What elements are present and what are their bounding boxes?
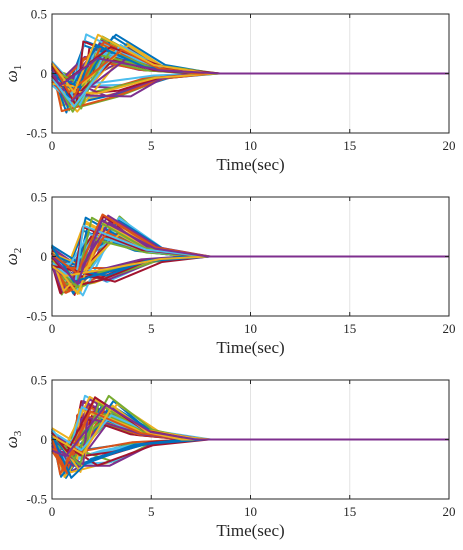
x-axis-label: Time(sec) bbox=[216, 338, 284, 357]
x-tick-label: 0 bbox=[49, 138, 56, 153]
series-line bbox=[51, 219, 449, 285]
x-tick-label: 0 bbox=[49, 321, 56, 336]
y-tick-label: -0.5 bbox=[26, 309, 47, 324]
y-tick-label: 0 bbox=[41, 66, 48, 81]
y-tick-label: 0.5 bbox=[31, 7, 47, 22]
y-axis-label: ω2 bbox=[2, 248, 24, 266]
x-tick-label: 5 bbox=[148, 138, 155, 153]
x-tick-label: 20 bbox=[443, 504, 456, 519]
x-tick-label: 5 bbox=[148, 321, 155, 336]
x-axis-label: Time(sec) bbox=[216, 521, 284, 540]
y-tick-label: 0.5 bbox=[31, 373, 47, 388]
x-tick-label: 0 bbox=[49, 504, 56, 519]
y-axis-label: ω3 bbox=[2, 430, 24, 448]
y-axis-label-subscript: 1 bbox=[12, 65, 24, 71]
x-tick-label: 15 bbox=[343, 504, 356, 519]
x-tick-label: 20 bbox=[443, 321, 456, 336]
y-axis-label-subscript: 2 bbox=[12, 248, 24, 254]
y-axis-label-symbol: ω bbox=[2, 70, 21, 82]
series-group bbox=[51, 33, 449, 114]
x-tick-label: 10 bbox=[244, 321, 257, 336]
y-axis-label: ω1 bbox=[2, 65, 24, 83]
y-tick-label: 0 bbox=[41, 249, 48, 264]
x-tick-label: 15 bbox=[343, 321, 356, 336]
y-axis-label-symbol: ω bbox=[2, 436, 21, 448]
series-line bbox=[51, 404, 449, 458]
y-tick-label: 0 bbox=[41, 432, 48, 447]
series-group bbox=[51, 213, 449, 297]
x-tick-label: 15 bbox=[343, 138, 356, 153]
x-tick-label: 10 bbox=[244, 138, 257, 153]
x-tick-label: 20 bbox=[443, 138, 456, 153]
x-axis-label: Time(sec) bbox=[216, 155, 284, 174]
series-group bbox=[51, 394, 449, 479]
y-tick-label: -0.5 bbox=[26, 126, 47, 141]
y-tick-label: -0.5 bbox=[26, 492, 47, 507]
y-axis-label-symbol: ω bbox=[2, 253, 21, 265]
series-line bbox=[51, 57, 449, 87]
y-tick-label: 0.5 bbox=[31, 190, 47, 205]
y-axis-label-subscript: 3 bbox=[12, 430, 24, 436]
x-tick-label: 10 bbox=[244, 504, 257, 519]
x-tick-label: 5 bbox=[148, 504, 155, 519]
